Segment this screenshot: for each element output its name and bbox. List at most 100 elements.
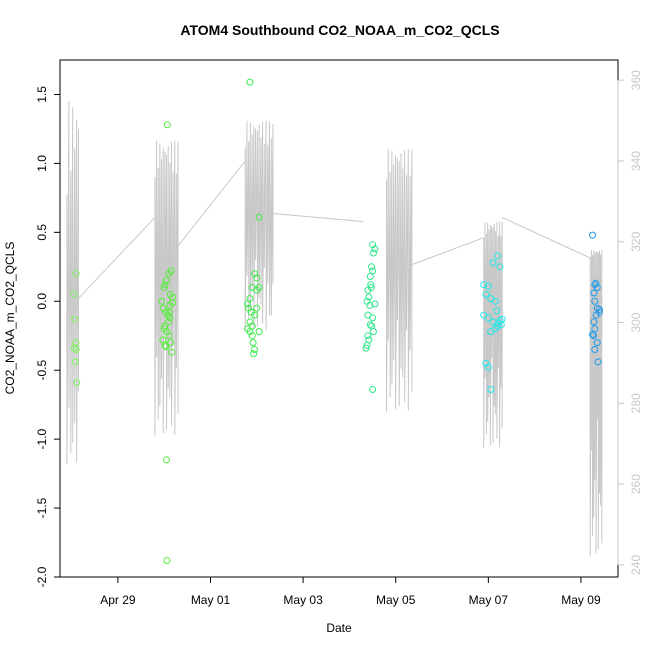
data-point: [590, 289, 598, 297]
data-point: [163, 557, 171, 564]
data-point: [370, 328, 377, 336]
data-point: [167, 267, 175, 275]
data-point: [364, 332, 372, 340]
data-point: [250, 350, 258, 358]
data-point: [161, 281, 169, 289]
trace-connector: [78, 160, 591, 299]
data-points-layer: [70, 78, 603, 564]
data-point: [594, 358, 602, 366]
y-tick-label: 0.5: [35, 224, 49, 241]
data-point: [251, 346, 258, 353]
trace-segment: [483, 221, 503, 448]
data-point: [591, 297, 599, 305]
data-point: [366, 273, 374, 280]
data-point: [371, 300, 379, 308]
data-point: [368, 263, 376, 271]
trace-segment: [66, 101, 79, 464]
x-tick-label: May 01: [191, 593, 231, 607]
data-point: [70, 290, 78, 298]
data-point: [364, 286, 372, 294]
data-point: [167, 339, 175, 347]
data-point: [253, 274, 261, 282]
y2-tick-label: 280: [629, 393, 643, 413]
data-point: [71, 315, 79, 323]
data-point: [484, 282, 492, 290]
data-point: [161, 322, 169, 330]
data-point: [596, 306, 603, 313]
data-point: [244, 300, 251, 308]
data-point: [365, 293, 373, 301]
data-point: [596, 308, 603, 316]
data-point: [246, 318, 254, 326]
data-point: [370, 249, 377, 257]
chart-title: ATOM4 Southbound CO2_NOAA_m_CO2_QCLS: [180, 22, 499, 38]
y2-tick-label: 340: [629, 151, 643, 171]
x-tick-label: May 07: [469, 593, 509, 607]
data-point: [480, 281, 488, 289]
data-point: [169, 299, 176, 307]
data-point: [592, 279, 600, 287]
y2-tick-label: 300: [629, 312, 643, 332]
data-point: [589, 231, 596, 239]
data-point: [482, 359, 490, 367]
data-point: [496, 263, 504, 271]
data-point: [590, 318, 598, 326]
data-point: [158, 297, 166, 305]
data-point: [491, 297, 499, 305]
data-point: [253, 286, 261, 294]
y-tick-label: 1.5: [35, 86, 49, 103]
data-point: [72, 346, 80, 353]
data-point: [589, 330, 596, 338]
y2-tick-label: 360: [629, 70, 643, 90]
y-tick-label: -1.5: [35, 497, 49, 518]
data-point: [255, 328, 263, 336]
x-tick-label: May 05: [376, 593, 416, 607]
data-point: [369, 241, 377, 249]
secondary-trace-layer: [66, 101, 603, 557]
data-point: [159, 336, 167, 344]
data-point: [362, 344, 370, 352]
data-point: [497, 321, 505, 329]
data-point: [251, 270, 258, 278]
data-point: [593, 284, 601, 291]
data-point: [482, 290, 490, 298]
data-point: [487, 328, 495, 336]
x-axis-label: Date: [326, 621, 352, 635]
x-tick-label: May 09: [561, 593, 601, 607]
data-point: [248, 332, 256, 340]
data-point: [255, 213, 263, 221]
y-tick-label: 1.0: [35, 155, 49, 172]
y2-tick-label: 240: [629, 555, 643, 575]
data-point: [494, 252, 502, 260]
data-point: [163, 456, 170, 464]
data-point: [166, 290, 174, 298]
data-point: [165, 308, 173, 316]
data-point: [487, 386, 495, 393]
trace-segment: [244, 120, 274, 331]
data-point: [165, 332, 173, 340]
data-point: [164, 318, 172, 326]
trace-segment: [386, 148, 413, 412]
data-point: [493, 307, 501, 315]
data-point: [369, 386, 377, 393]
data-point: [71, 358, 79, 366]
data-point: [366, 321, 374, 329]
data-point: [489, 259, 497, 267]
y2-tick-label: 260: [629, 474, 643, 494]
data-point: [251, 311, 258, 319]
data-point: [163, 121, 171, 129]
trace-segment: [589, 249, 603, 557]
data-point: [253, 304, 261, 312]
data-point: [73, 379, 81, 387]
data-point: [591, 346, 599, 353]
data-point: [484, 363, 492, 371]
data-point: [593, 339, 601, 347]
data-point: [367, 281, 375, 289]
y-tick-label: -0.5: [35, 360, 49, 381]
y-tick-label: -2.0: [35, 566, 49, 587]
y2-axis: 240 260 280 300 320 340 360: [617, 70, 643, 575]
y-tick-label: -1.0: [35, 428, 49, 449]
x-tick-label: Apr 29: [100, 593, 136, 607]
